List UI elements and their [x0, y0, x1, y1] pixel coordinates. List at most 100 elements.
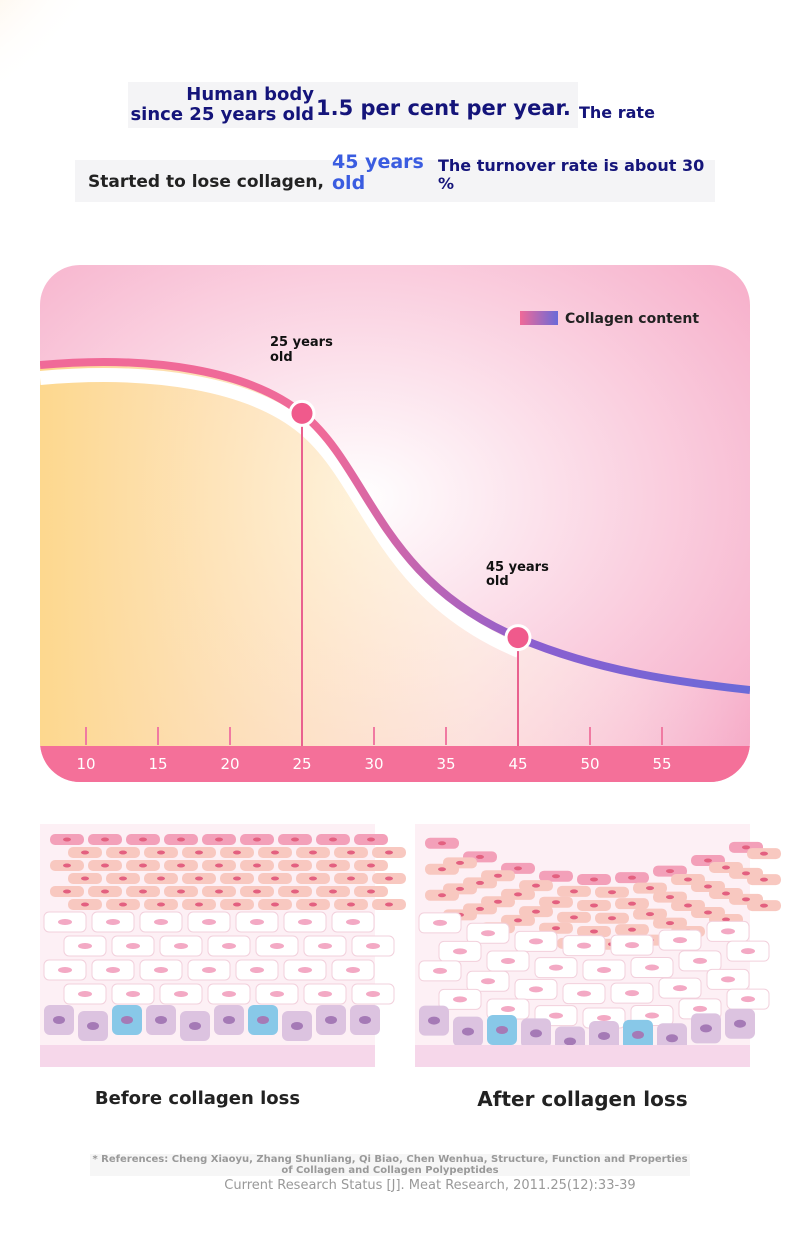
cell-nucleus — [157, 850, 165, 855]
cell-nucleus — [81, 850, 89, 855]
cell-nucleus — [496, 1026, 508, 1035]
x-tick-label: 30 — [364, 755, 383, 773]
chart: 10 15 20 25 30 35 45 50 55 — [40, 265, 750, 782]
marker-dot — [288, 399, 316, 427]
cell-nucleus — [139, 863, 147, 868]
cell-nucleus — [63, 863, 71, 868]
cell-nucleus — [722, 917, 730, 922]
cell-nucleus — [63, 889, 71, 894]
cell-nucleus — [63, 837, 71, 842]
cell-nucleus — [177, 863, 185, 868]
curve-halo — [40, 368, 522, 658]
before-illustration — [40, 824, 406, 1067]
cell-nucleus — [101, 837, 109, 842]
x-tick-label: 55 — [652, 755, 671, 773]
cell-nucleus — [81, 876, 89, 881]
cell-nucleus — [453, 996, 467, 1003]
cell-nucleus — [628, 875, 636, 880]
cell-nucleus — [666, 921, 674, 926]
cell-nucleus — [119, 902, 127, 907]
x-tick-label: 50 — [580, 755, 599, 773]
cell-nucleus — [366, 991, 380, 997]
cell-nucleus — [309, 850, 317, 855]
cell-nucleus — [58, 967, 72, 973]
reference-1: * References: Cheng Xiaoyu, Zhang Shunli… — [90, 1154, 690, 1176]
cell-nucleus — [438, 867, 446, 872]
cell-nucleus — [476, 906, 484, 911]
cell-nucleus — [598, 1031, 610, 1040]
cell-nucleus — [195, 850, 203, 855]
header-box — [75, 160, 715, 202]
cell-nucleus — [250, 967, 264, 973]
cell-nucleus — [270, 943, 284, 949]
cell-nucleus — [155, 1016, 167, 1024]
cell-nucleus — [298, 919, 312, 925]
cell-nucleus — [608, 916, 616, 921]
dermis — [40, 1045, 375, 1067]
cell-nucleus — [366, 943, 380, 949]
cell-nucleus — [501, 958, 515, 965]
glow — [0, 0, 130, 130]
cell-nucleus — [532, 909, 540, 914]
cell-nucleus — [177, 837, 185, 842]
cell-nucleus — [433, 967, 447, 974]
cell-nucleus — [318, 943, 332, 949]
cell-nucleus — [121, 1016, 133, 1024]
marker-label: 45 years old — [486, 559, 549, 589]
cell-nucleus — [157, 902, 165, 907]
cell-nucleus — [529, 938, 543, 945]
cell-nucleus — [291, 837, 299, 842]
cell-nucleus — [81, 902, 89, 907]
cell-nucleus — [250, 919, 264, 925]
header-turnover: The turnover rate is about 30 % — [438, 156, 705, 193]
cell-nucleus — [359, 1016, 371, 1024]
cell-nucleus — [597, 1014, 611, 1021]
cell-nucleus — [58, 919, 72, 925]
x-tick-label: 35 — [436, 755, 455, 773]
cell-nucleus — [433, 919, 447, 926]
cell-nucleus — [666, 1034, 678, 1043]
cell-nucleus — [291, 863, 299, 868]
header-box — [128, 82, 578, 128]
cell-nucleus — [385, 850, 393, 855]
x-tick-label: 45 — [508, 755, 527, 773]
cell-nucleus — [154, 919, 168, 925]
cell-nucleus — [577, 990, 591, 997]
cell-nucleus — [154, 967, 168, 973]
cell-nucleus — [298, 967, 312, 973]
cell-nucleus — [329, 889, 337, 894]
cell-nucleus — [741, 996, 755, 1003]
cell-nucleus — [693, 957, 707, 964]
cell-nucleus — [119, 850, 127, 855]
cell-nucleus — [233, 850, 241, 855]
cell-nucleus — [101, 889, 109, 894]
cell-nucleus — [514, 918, 522, 923]
cell-nucleus — [202, 919, 216, 925]
cell-nucleus — [346, 919, 360, 925]
cell-nucleus — [126, 943, 140, 949]
cell-nucleus — [257, 1016, 269, 1024]
cell-nucleus — [347, 876, 355, 881]
x-tick-label: 15 — [148, 755, 167, 773]
header-since: Human body since 25 years old — [130, 84, 314, 125]
cell-nucleus — [564, 1037, 576, 1046]
cell-nucleus — [271, 850, 279, 855]
cell-nucleus — [271, 902, 279, 907]
cell-nucleus — [628, 901, 636, 906]
cell-nucleus — [87, 1022, 99, 1030]
cell-nucleus — [215, 837, 223, 842]
cell-nucleus — [549, 1012, 563, 1019]
cell-nucleus — [346, 967, 360, 973]
cell-nucleus — [215, 889, 223, 894]
cell-nucleus — [514, 892, 522, 897]
header-rate: The rate — [579, 103, 655, 122]
cell-nucleus — [438, 893, 446, 898]
cell-nucleus — [456, 886, 464, 891]
cell-nucleus — [632, 1030, 644, 1039]
cell-nucleus — [195, 876, 203, 881]
cell-nucleus — [174, 943, 188, 949]
cell-nucleus — [157, 876, 165, 881]
cell-nucleus — [325, 1016, 337, 1024]
